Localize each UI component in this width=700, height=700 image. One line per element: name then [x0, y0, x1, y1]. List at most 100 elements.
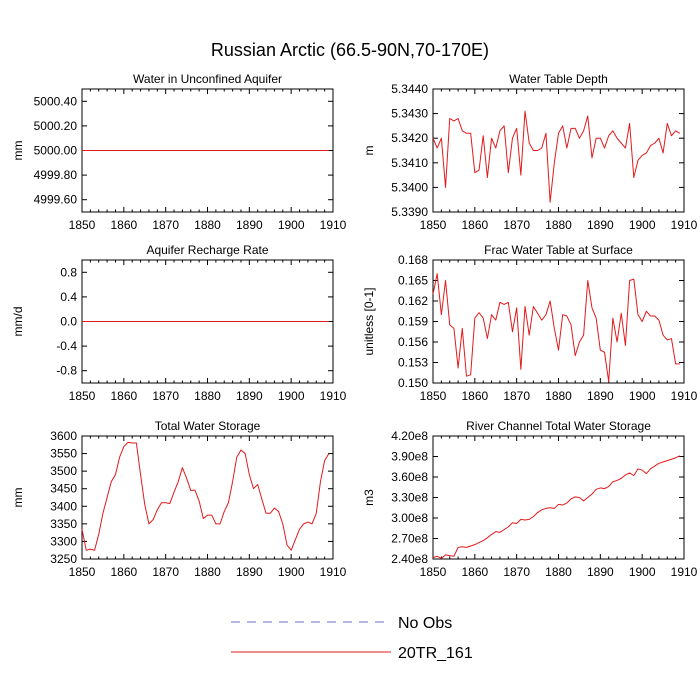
y-tick-label: 4.20e8: [391, 429, 428, 443]
x-tick-label: 1910: [671, 389, 698, 403]
x-tick-label: 1880: [194, 389, 221, 403]
series-line-20tr-161: [432, 110, 681, 203]
x-tick-label: 1850: [420, 565, 447, 579]
y-tick-label: 3300: [50, 534, 77, 548]
y-tick-label: 4999.60: [34, 193, 78, 207]
x-tick-label: 1890: [236, 218, 263, 232]
x-tick-label: 1910: [671, 218, 698, 232]
x-tick-label: 1890: [587, 389, 614, 403]
y-tick-label: 5.3400: [391, 180, 428, 194]
panel-title: Aquifer Recharge Rate: [146, 243, 268, 257]
x-tick-label: 1900: [629, 218, 656, 232]
x-tick-label: 1870: [503, 218, 530, 232]
y-tick-label: 3.00e8: [391, 511, 428, 525]
x-tick-label: 1890: [587, 565, 614, 579]
x-tick-label: 1870: [152, 218, 179, 232]
panel-title: Total Water Storage: [155, 419, 261, 433]
panel-water-in-unconfined-aquifer: Water in Unconfined Aquifer 1850 1860 1870 1…: [11, 72, 347, 232]
x-tick-label: 1900: [629, 389, 656, 403]
y-tick-label: 4999.80: [34, 168, 78, 182]
y-tick-label: -0.4: [56, 339, 77, 353]
x-tick-label: 1880: [545, 389, 572, 403]
x-tick-label: 1850: [420, 218, 447, 232]
panel-title: Water in Unconfined Aquifer: [133, 72, 282, 86]
y-tick-label: 0.153: [398, 356, 428, 370]
y-axis-label: m3: [362, 489, 376, 506]
y-tick-label: 2.70e8: [391, 532, 428, 546]
y-tick-label: 5.3420: [391, 131, 428, 145]
x-tick-label: 1850: [69, 218, 96, 232]
y-tick-label: 0.165: [398, 274, 428, 288]
y-tick-label: 3450: [50, 482, 77, 496]
y-tick-label: 5000.20: [34, 119, 78, 133]
y-tick-label: 0.4: [60, 290, 77, 304]
y-axis-label: mm: [11, 488, 25, 508]
y-tick-label: 2.40e8: [391, 552, 428, 566]
x-tick-label: 1890: [587, 218, 614, 232]
legend: No Obs 20TR_161: [231, 615, 473, 662]
y-tick-label: 5000.00: [34, 144, 78, 158]
x-tick-label: 1870: [503, 565, 530, 579]
x-tick-label: 1880: [194, 565, 221, 579]
x-tick-label: 1880: [545, 565, 572, 579]
y-tick-label: 3400: [50, 499, 77, 513]
y-tick-label: 0.8: [60, 265, 77, 279]
y-tick-label: 0.168: [398, 253, 428, 267]
y-tick-label: -0.8: [56, 364, 77, 378]
y-tick-label: 3550: [50, 447, 77, 461]
x-tick-label: 1860: [461, 565, 488, 579]
y-tick-label: 3.90e8: [391, 450, 428, 464]
x-tick-label: 1900: [629, 565, 656, 579]
plot-frame: [432, 259, 685, 384]
panel-water-table-depth: Water Table Depth 1850 1860 1870 1880 1890 190…: [362, 72, 698, 232]
y-tick-label: 3.60e8: [391, 470, 428, 484]
x-tick-label: 1860: [110, 218, 137, 232]
x-tick-label: 1850: [69, 389, 96, 403]
x-tick-label: 1900: [278, 218, 305, 232]
y-tick-label: 0.156: [398, 335, 428, 349]
y-tick-label: 5.3440: [391, 82, 428, 96]
y-tick-label: 0.159: [398, 315, 428, 329]
y-axis-label: mm: [11, 141, 25, 161]
panel-total-water-storage: Total Water Storage 1850 1860 1870 1880 1890 1…: [11, 419, 347, 579]
x-tick-label: 1870: [503, 389, 530, 403]
panel-title: Frac Water Table at Surface: [484, 243, 633, 257]
panel-title: Water Table Depth: [509, 72, 608, 86]
y-tick-label: 5000.40: [34, 94, 78, 108]
x-tick-label: 1880: [194, 218, 221, 232]
y-tick-label: 0.150: [398, 376, 428, 390]
x-tick-label: 1910: [320, 389, 347, 403]
x-tick-label: 1910: [671, 565, 698, 579]
y-tick-label: 3250: [50, 552, 77, 566]
x-tick-label: 1860: [110, 565, 137, 579]
series-line-20tr-161: [432, 273, 680, 383]
plot-frame: [432, 435, 685, 560]
x-tick-label: 1900: [278, 389, 305, 403]
y-tick-label: 3.30e8: [391, 491, 428, 505]
x-tick-label: 1910: [320, 218, 347, 232]
x-tick-label: 1870: [152, 389, 179, 403]
y-tick-label: 3350: [50, 517, 77, 531]
x-tick-label: 1850: [69, 565, 96, 579]
panel-aquifer-recharge-rate: Aquifer Recharge Rate 1850 1860 1870 1880 189…: [11, 243, 347, 403]
legend-label-20tr-161: 20TR_161: [398, 645, 473, 662]
legend-label-no-obs: No Obs: [398, 615, 452, 632]
x-tick-label: 1880: [545, 218, 572, 232]
y-axis-label: unitless [0-1]: [362, 287, 376, 355]
y-axis-label: m: [362, 146, 376, 156]
panels: Water in Unconfined Aquifer 1850 1860 1870 1…: [11, 72, 698, 579]
panel-title: River Channel Total Water Storage: [466, 419, 651, 433]
y-axis-label: mm/d: [11, 307, 25, 337]
x-tick-label: 1860: [110, 389, 137, 403]
y-tick-label: 3600: [50, 429, 77, 443]
y-tick-label: 3500: [50, 464, 77, 478]
x-tick-label: 1890: [236, 389, 263, 403]
x-tick-label: 1900: [278, 565, 305, 579]
x-tick-label: 1890: [236, 565, 263, 579]
figure-title: Russian Arctic (66.5-90N,70-170E): [211, 40, 489, 60]
y-tick-label: 0.162: [398, 294, 428, 308]
y-tick-label: 5.3390: [391, 205, 428, 219]
y-tick-label: 5.3430: [391, 107, 428, 121]
